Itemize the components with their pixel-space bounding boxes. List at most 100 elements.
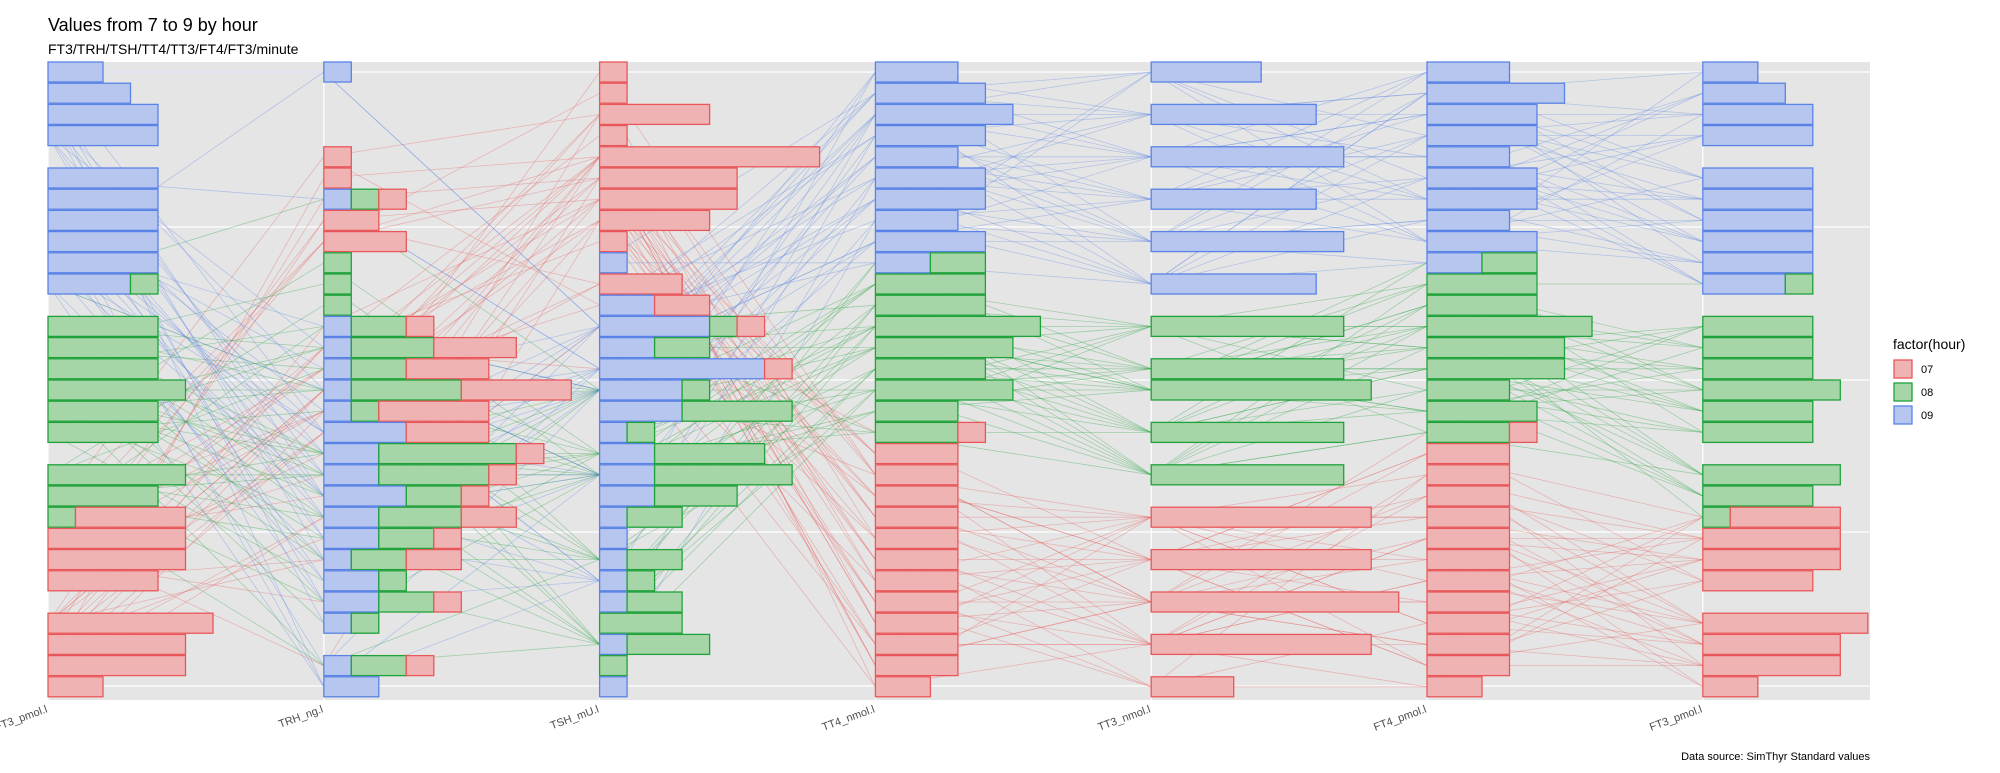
bar-segment-hour-08 bbox=[1426, 421, 1511, 444]
bar-segment-hour-07 bbox=[1702, 633, 1841, 656]
bar-segment-hour-07 bbox=[460, 485, 490, 507]
bar-segment-hour-09 bbox=[323, 421, 407, 444]
bar-segment-hour-08 bbox=[323, 252, 352, 274]
bar-segment-hour-07 bbox=[874, 570, 959, 592]
bar-segment-hour-08 bbox=[1702, 506, 1731, 528]
bar-segment-hour-07 bbox=[460, 379, 572, 401]
bar-segment-hour-07 bbox=[1508, 421, 1538, 444]
bar-segment-hour-09 bbox=[874, 209, 959, 232]
legend-title: factor(hour) bbox=[1893, 336, 1965, 352]
bar-segment-hour-07 bbox=[1150, 633, 1372, 656]
bar-segment-hour-07 bbox=[598, 188, 738, 210]
bar-segment-hour-07 bbox=[1426, 591, 1511, 613]
bar-segment-hour-07 bbox=[874, 527, 959, 550]
flow-link-hour-07 bbox=[599, 156, 876, 624]
chart-title: Values from 7 to 9 by hour bbox=[48, 15, 258, 35]
bar-segment-hour-07 bbox=[1426, 442, 1511, 465]
bar-segment-hour-08 bbox=[1426, 315, 1593, 338]
bar-segment-hour-09 bbox=[1426, 61, 1511, 83]
bar-segment-hour-07 bbox=[1702, 654, 1841, 677]
bar-segment-hour-07 bbox=[47, 548, 187, 571]
bar-segment-hour-08 bbox=[378, 506, 462, 528]
flow-link-hour-08 bbox=[47, 368, 324, 476]
bar-segment-hour-09 bbox=[323, 400, 352, 422]
legend-swatch-08 bbox=[1893, 382, 1913, 402]
bar-segment-hour-07 bbox=[74, 506, 187, 528]
bar-segment-hour-07 bbox=[323, 146, 352, 168]
bar-segment-hour-08 bbox=[47, 485, 159, 507]
bar-segment-hour-09 bbox=[1702, 273, 1786, 295]
bar-segment-hour-09 bbox=[47, 209, 159, 232]
legend-swatch-07 bbox=[1893, 359, 1913, 379]
bar-segment-hour-09 bbox=[47, 167, 159, 189]
bar-segment-hour-09 bbox=[598, 336, 656, 359]
bar-segment-hour-07 bbox=[763, 358, 793, 380]
bar-segment-hour-07 bbox=[874, 591, 959, 613]
bar-segment-hour-09 bbox=[323, 676, 380, 698]
flow-link-hour-09 bbox=[323, 474, 600, 688]
bar-segment-hour-09 bbox=[323, 61, 352, 83]
bar-segment-hour-08 bbox=[626, 591, 683, 613]
bar-segment-hour-09 bbox=[1702, 103, 1814, 126]
bar-segment-hour-08 bbox=[378, 464, 490, 486]
axis-label: TRH_ng.l bbox=[277, 704, 325, 731]
bar-segment-hour-07 bbox=[1426, 612, 1511, 634]
bar-segment-hour-08 bbox=[1150, 315, 1345, 338]
bar-segment-hour-08 bbox=[1481, 252, 1538, 274]
bar-segment-hour-09 bbox=[874, 146, 959, 168]
bar-segment-hour-07 bbox=[598, 124, 628, 147]
bar-segment-hour-07 bbox=[47, 676, 104, 698]
bar-segment-hour-08 bbox=[1702, 400, 1814, 422]
bar-segment-hour-08 bbox=[1702, 464, 1841, 486]
bar-segment-hour-08 bbox=[874, 336, 1014, 359]
bar-segment-hour-07 bbox=[874, 654, 959, 677]
bar-segment-hour-08 bbox=[1150, 421, 1345, 444]
bar-segment-hour-07 bbox=[47, 654, 187, 677]
bar-segment-hour-08 bbox=[350, 358, 407, 380]
bar-segment-hour-07 bbox=[405, 654, 435, 677]
bar-segment-hour-09 bbox=[1702, 209, 1814, 232]
bar-segment-hour-08 bbox=[1150, 379, 1372, 401]
bar-segment-hour-09 bbox=[47, 252, 159, 274]
bar-segment-hour-08 bbox=[1702, 421, 1814, 444]
bar-segment-hour-07 bbox=[47, 612, 214, 634]
bar-segment-hour-08 bbox=[350, 379, 462, 401]
bar-segment-hour-08 bbox=[378, 570, 407, 592]
flow-link-hour-07 bbox=[323, 198, 600, 327]
bar-segment-hour-08 bbox=[874, 358, 987, 380]
flow-link-hour-07 bbox=[599, 198, 876, 497]
bar-segment-hour-07 bbox=[1426, 548, 1511, 571]
bar-segment-hour-07 bbox=[47, 633, 187, 656]
bar-segment-hour-09 bbox=[598, 485, 656, 507]
axis-label: TT3_nmol.l bbox=[1096, 704, 1152, 734]
bar-segment-hour-07 bbox=[598, 209, 711, 232]
axis-label: TSH_mU.l bbox=[549, 704, 601, 733]
bar-segment-hour-07 bbox=[874, 548, 959, 571]
flow-link-hour-09 bbox=[47, 92, 325, 497]
bar-segment-hour-09 bbox=[323, 570, 380, 592]
bar-segment-hour-08 bbox=[350, 336, 435, 359]
bar-segment-hour-09 bbox=[47, 82, 132, 104]
bar-segment-hour-07 bbox=[1426, 654, 1511, 677]
flow-link-hour-09 bbox=[47, 241, 325, 603]
flow-link-hour-07 bbox=[323, 156, 600, 306]
bar-segment-hour-08 bbox=[626, 633, 711, 656]
bar-segment-hour-07 bbox=[323, 230, 407, 253]
bar-segment-hour-09 bbox=[47, 124, 159, 147]
bar-segment-hour-07 bbox=[1426, 485, 1511, 507]
bar-segment-hour-07 bbox=[405, 358, 490, 380]
bar-segment-hour-08 bbox=[1702, 336, 1814, 359]
bar-segment-hour-07 bbox=[736, 315, 766, 338]
bar-segment-hour-08 bbox=[1702, 315, 1814, 338]
flow-link-hour-07 bbox=[599, 177, 876, 518]
bar-segment-hour-09 bbox=[47, 61, 104, 83]
bar-segment-hour-07 bbox=[1702, 548, 1841, 571]
bar-segment-hour-09 bbox=[47, 230, 159, 253]
bar-segment-hour-08 bbox=[626, 570, 656, 592]
bar-segment-hour-09 bbox=[598, 464, 656, 486]
bar-segment-hour-07 bbox=[1426, 527, 1511, 550]
axis-label: TT4_nmol.l bbox=[821, 704, 877, 734]
bar-segment-hour-08 bbox=[378, 442, 517, 465]
bar-segment-hour-09 bbox=[1426, 188, 1538, 210]
bar-segment-hour-09 bbox=[323, 527, 380, 550]
